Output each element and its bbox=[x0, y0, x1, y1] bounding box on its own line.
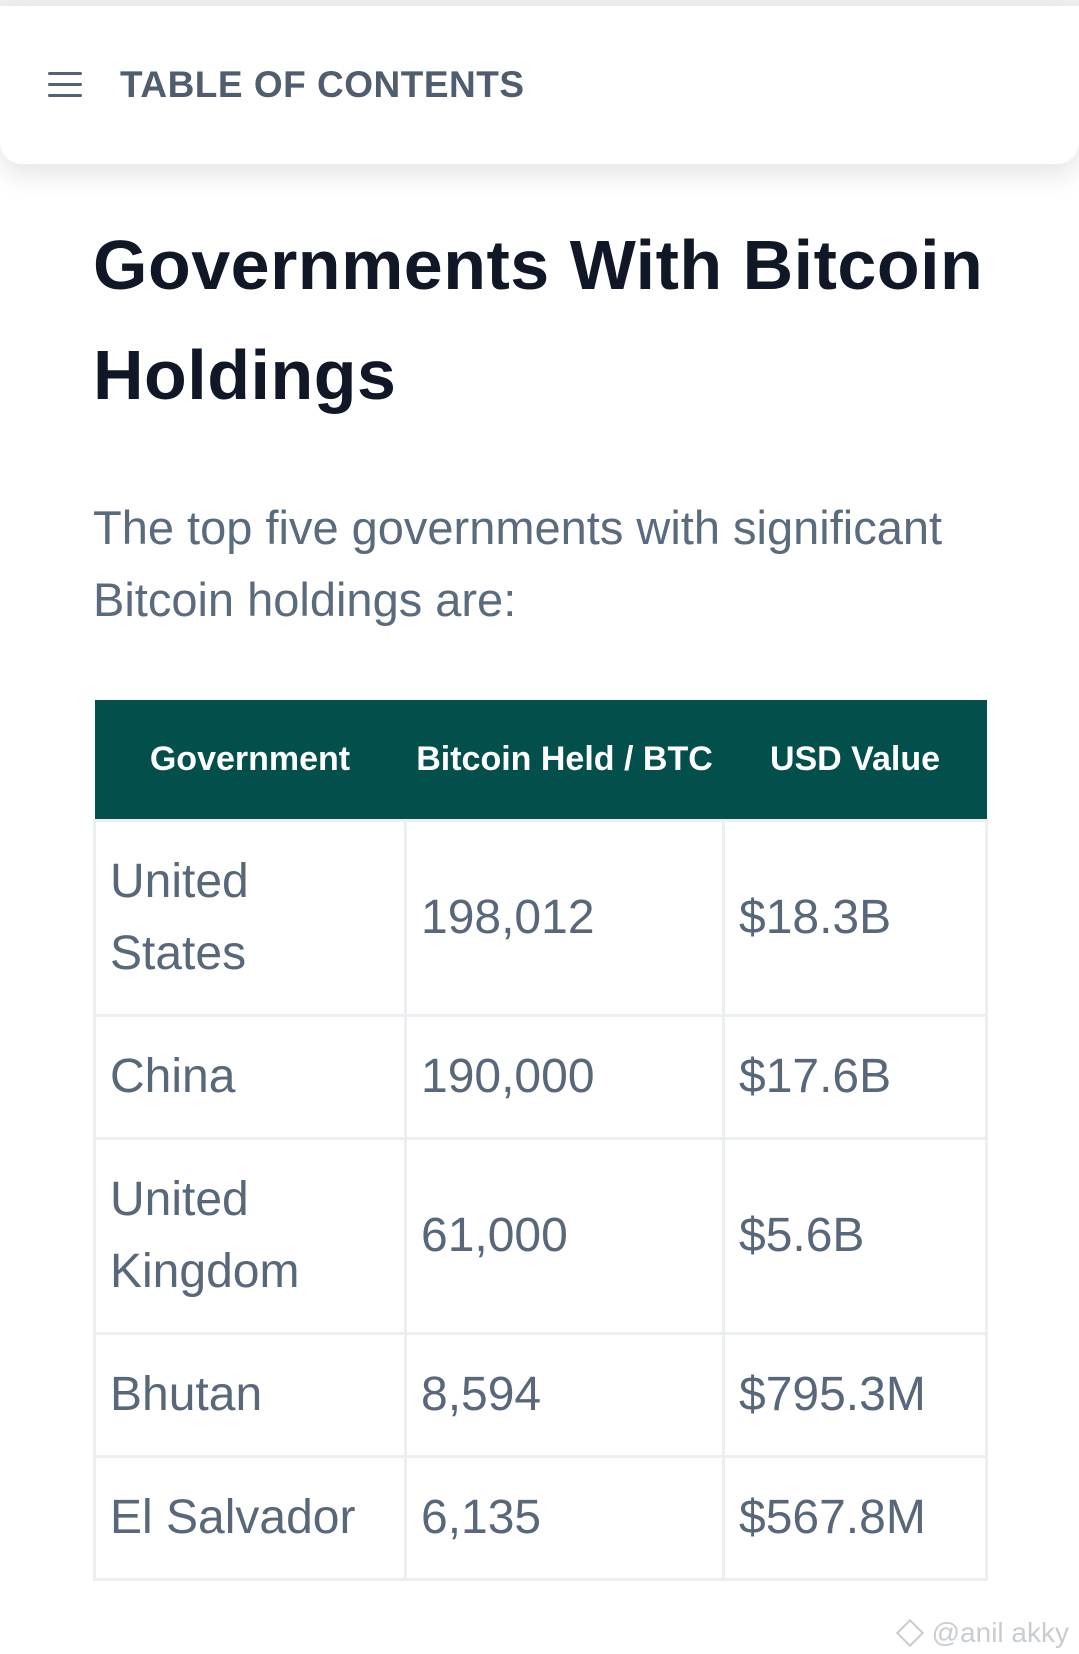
table-of-contents-toggle[interactable]: TABLE OF CONTENTS bbox=[0, 6, 1079, 164]
page-title: Governments With Bitcoin Holdings bbox=[93, 226, 984, 414]
watermark: @anil akky bbox=[895, 1617, 1069, 1649]
usd-cell: $795.3M bbox=[722, 1332, 988, 1458]
top-divider bbox=[0, 0, 1079, 6]
usd-cell: $18.3B bbox=[722, 819, 988, 1017]
government-cell: United Kingdom bbox=[93, 1137, 407, 1335]
hamburger-menu-icon[interactable] bbox=[48, 72, 82, 98]
column-header-government: Government bbox=[94, 700, 406, 821]
table-row: United Kingdom 61,000 $5.6B bbox=[93, 1137, 988, 1335]
btc-cell: 6,135 bbox=[404, 1455, 725, 1581]
government-cell: United States bbox=[93, 819, 407, 1017]
column-header-usd-value: USD Value bbox=[723, 700, 987, 821]
table-row: Bhutan 8,594 $795.3M bbox=[93, 1332, 988, 1458]
table-header-row: Government Bitcoin Held / BTC USD Value bbox=[94, 700, 987, 821]
table-row: China 190,000 $17.6B bbox=[93, 1014, 988, 1140]
column-header-bitcoin-held: Bitcoin Held / BTC bbox=[405, 700, 724, 821]
btc-cell: 190,000 bbox=[404, 1014, 725, 1140]
toc-label: TABLE OF CONTENTS bbox=[120, 64, 525, 105]
government-cell: China bbox=[93, 1014, 407, 1140]
intro-paragraph: The top five governments with significan… bbox=[93, 501, 943, 626]
diamond-logo-icon bbox=[895, 1618, 924, 1648]
government-cell: Bhutan bbox=[93, 1332, 407, 1458]
government-cell: El Salvador bbox=[93, 1455, 407, 1581]
usd-cell: $567.8M bbox=[722, 1455, 988, 1581]
table-row: United States 198,012 $18.3B bbox=[93, 819, 988, 1017]
btc-cell: 61,000 bbox=[404, 1137, 725, 1335]
bitcoin-holdings-table: Government Bitcoin Held / BTC USD Value … bbox=[93, 700, 988, 1581]
watermark-text: @anil akky bbox=[931, 1617, 1069, 1648]
table-row: El Salvador 6,135 $567.8M bbox=[93, 1455, 988, 1581]
usd-cell: $17.6B bbox=[722, 1014, 988, 1140]
btc-cell: 198,012 bbox=[404, 819, 725, 1017]
btc-cell: 8,594 bbox=[404, 1332, 725, 1458]
usd-cell: $5.6B bbox=[722, 1137, 988, 1335]
